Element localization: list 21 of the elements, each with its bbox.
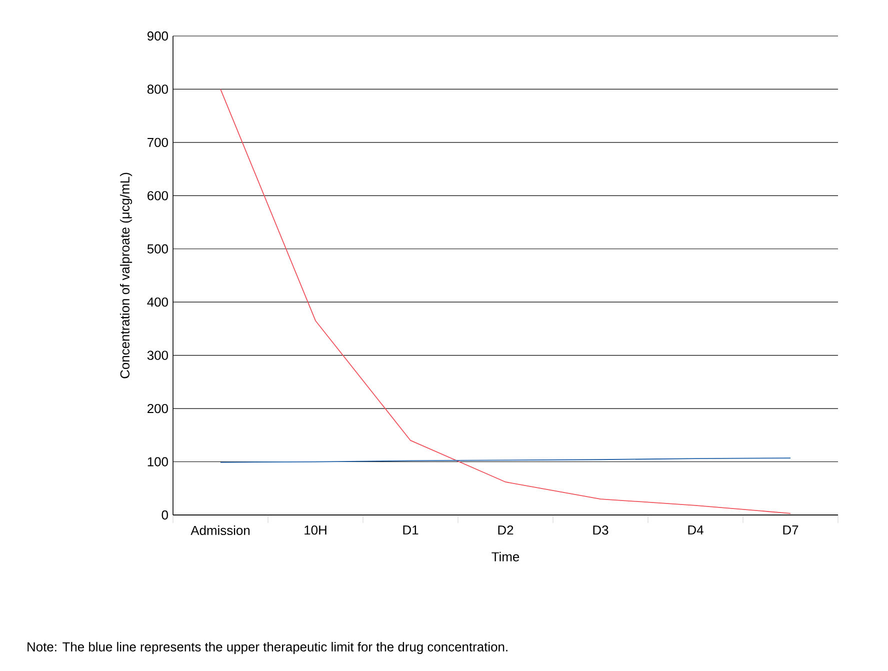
text: Note: The blue line represents the upper therapeutic limit for the drug concentration. [28, 642, 508, 654]
x-tick-label: 10H [304, 525, 326, 535]
y-tick-label: 400 [147, 298, 168, 307]
x-tick-label: D4 [688, 526, 704, 534]
y-tick-label: 900 [147, 31, 168, 41]
y-axis-title: Concentration of valproate (μcg/mL) [120, 172, 132, 378]
y-tick-label: 200 [148, 404, 168, 414]
x-tick-label: D3 [593, 525, 608, 535]
x-axis-title: Time [492, 552, 520, 562]
line-series [220, 88, 791, 514]
y-tick-label: 500 [147, 244, 168, 254]
y-tick-label: 800 [147, 84, 168, 94]
y-tick-label: 0 [162, 510, 168, 520]
y-tick-label: 600 [148, 191, 168, 200]
y-tick-label: 300 [147, 350, 168, 360]
y-tick-label: 100 [148, 457, 168, 466]
x-tick-label: Admission [190, 525, 250, 536]
x-tick-label: D7 [783, 526, 798, 534]
y-tick-label: 700 [148, 138, 168, 148]
x-tick-label: D1 [403, 526, 418, 534]
x-tick-label: D2 [498, 525, 514, 535]
